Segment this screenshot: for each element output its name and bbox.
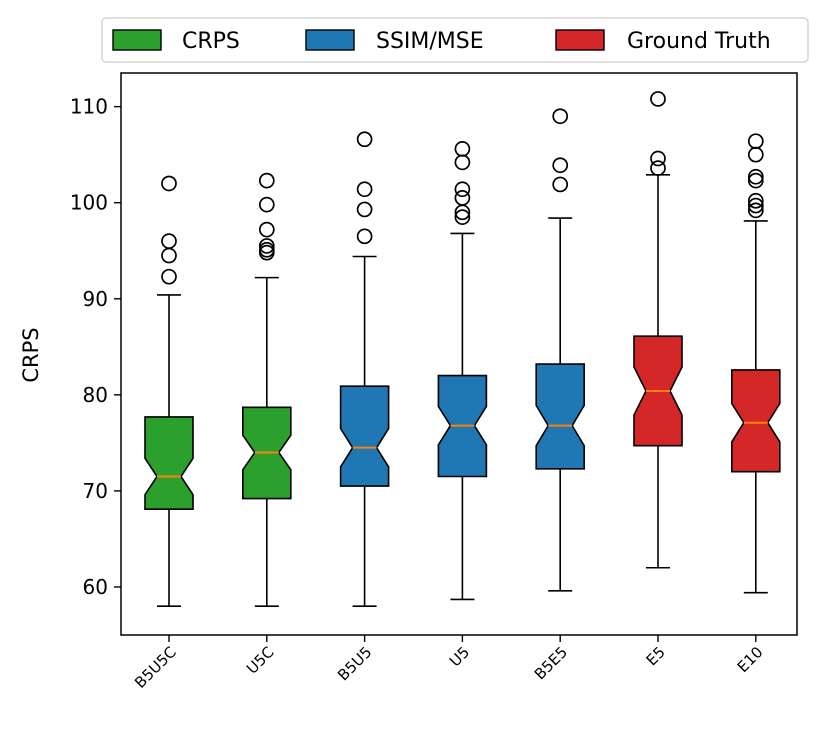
outlier-point <box>747 172 764 189</box>
box-body <box>730 369 781 473</box>
outlier-point <box>747 168 764 185</box>
outlier-point <box>161 233 177 249</box>
outlier-point <box>258 196 275 213</box>
legend-swatch-ssim-mse <box>305 29 355 51</box>
outlier-point <box>454 190 471 206</box>
outlier-point <box>454 209 471 225</box>
outlier-point <box>552 157 569 174</box>
y-tick-label: 100 <box>70 191 108 215</box>
legend-item-ground-truth: Ground Truth <box>555 29 771 54</box>
outlier-point <box>356 201 373 218</box>
y-tick-label: 110 <box>70 95 108 119</box>
y-tick-label: 60 <box>83 575 108 599</box>
box-b5e5: B5E5 <box>531 108 586 683</box>
outlier-point <box>552 176 569 193</box>
outlier-point <box>650 91 666 107</box>
legend-frame <box>101 17 809 63</box>
outlier-point <box>258 241 275 258</box>
axes-frame <box>120 72 798 636</box>
outlier-point <box>161 175 177 192</box>
outlier-point <box>454 181 471 198</box>
y-tick-label: 90 <box>83 287 108 311</box>
box-u5c: U5C <box>242 172 292 678</box>
legend-item-ssim-mse: SSIM/MSE <box>305 29 484 54</box>
outlier-point <box>747 133 764 150</box>
outlier-point <box>747 192 764 209</box>
y-axis-title: CRPS <box>19 327 43 382</box>
legend-swatch-crps <box>112 29 162 51</box>
outlier-point <box>356 181 373 198</box>
outlier-point <box>356 131 373 148</box>
outlier-point <box>161 268 177 285</box>
legend: CRPS SSIM/MSE Ground Truth <box>101 17 809 63</box>
box-body <box>144 416 194 511</box>
legend-swatch-ground-truth <box>555 29 605 51</box>
outlier-point <box>747 197 764 214</box>
y-tick-label: 70 <box>83 479 108 503</box>
outlier-point <box>454 141 471 157</box>
box-body <box>535 363 586 470</box>
outlier-point <box>650 150 666 167</box>
legend-item-crps: CRPS <box>112 29 240 54</box>
box-body <box>339 385 390 487</box>
legend-label-crps: CRPS <box>182 29 240 54</box>
outlier-point <box>258 221 275 238</box>
outlier-point <box>356 228 373 245</box>
box-u5: U5 <box>437 141 488 670</box>
outlier-point <box>258 238 275 254</box>
outlier-point <box>552 108 569 125</box>
outlier-point <box>747 202 764 219</box>
legend-label-ssim-mse: SSIM/MSE <box>376 29 484 54</box>
outlier-point <box>258 172 275 189</box>
outlier-point <box>650 160 666 176</box>
legend-label-ground-truth: Ground Truth <box>627 29 771 54</box>
y-tick-label: 80 <box>83 383 108 407</box>
